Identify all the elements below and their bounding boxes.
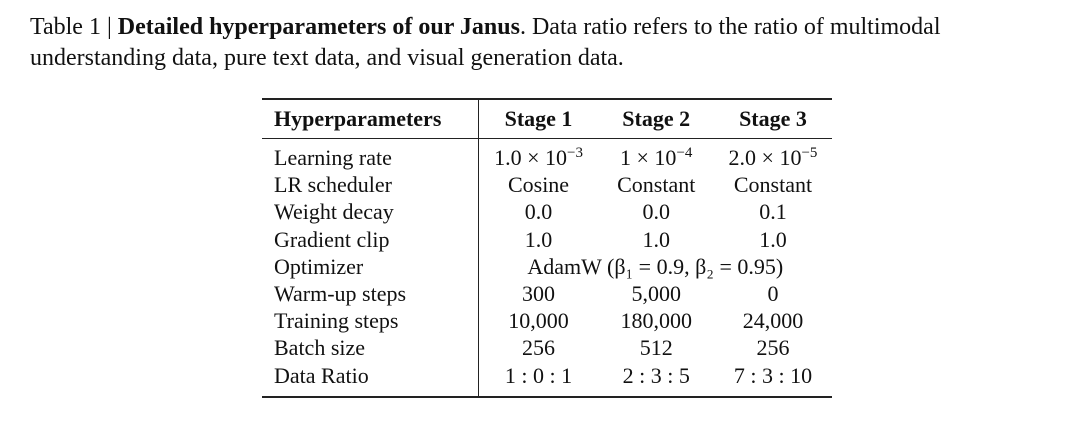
- table-row: Batch size 256 512 256: [262, 334, 832, 362]
- row-label: Weight decay: [262, 198, 479, 226]
- table-cell: 1 × 10−4: [620, 145, 693, 171]
- header-hyperparameters: Hyperparameters: [262, 98, 479, 139]
- table-cell: 7 : 3 : 10: [713, 361, 832, 398]
- table-row: Warm-up steps 300 5,000 0: [262, 279, 832, 308]
- header-stage-3: Stage 3: [713, 98, 832, 139]
- table-cell: 1.0 × 10−3: [494, 145, 583, 171]
- table-cell: 1.0: [759, 226, 787, 252]
- table-row: Training steps 10,000 180,000 24,000: [262, 307, 832, 335]
- table-cell: AdamW (β₁ = 0.9, β₂ = 0.95): [527, 253, 784, 279]
- row-label: LR scheduler: [262, 171, 479, 199]
- table-cell: 0: [767, 281, 779, 307]
- table-cell: 1.0: [524, 226, 553, 252]
- table-row: Learning rate 1.0 × 10−3 1 × 10−4 2.0 × …: [262, 138, 832, 172]
- table-row: Weight decay 0.0 0.0 0.1: [262, 198, 832, 226]
- table-row: Optimizer AdamW (β₁ = 0.9, β₂ = 0.95): [262, 252, 832, 280]
- table-cell: 2 : 3 : 5: [598, 361, 714, 398]
- table-cell: Cosine: [507, 172, 570, 198]
- table-caption: Table 1 | Detailed hyperparameters of ou…: [30, 12, 1070, 74]
- table-cell: 1.0: [642, 226, 670, 252]
- table-cell: 0.1: [759, 199, 787, 225]
- hyperparameters-table: Hyperparameters Stage 1 Stage 2 Stage 3 …: [262, 98, 832, 398]
- table-header-row: Hyperparameters Stage 1 Stage 2 Stage 3: [262, 98, 832, 139]
- row-label: Data Ratio: [262, 361, 479, 398]
- table-cell: 1 : 0 : 1: [478, 361, 599, 398]
- table-cell: Constant: [733, 172, 813, 198]
- table-cell: 300: [522, 281, 556, 307]
- row-label: Warm-up steps: [262, 279, 479, 308]
- table-cell: 0.0: [642, 199, 670, 225]
- table-row: Data Ratio 1 : 0 : 1 2 : 3 : 5 7 : 3 : 1…: [262, 361, 832, 398]
- table-cell: 256: [756, 335, 790, 361]
- row-label: Training steps: [262, 307, 479, 335]
- table-cell: 2.0 × 10−5: [728, 145, 818, 171]
- row-label: Batch size: [262, 334, 479, 362]
- table-cell: 180,000: [620, 308, 692, 334]
- table-cell: 24,000: [742, 308, 804, 334]
- table-cell: 5,000: [631, 281, 681, 307]
- table-cell: Constant: [617, 172, 696, 198]
- header-stage-2: Stage 2: [598, 98, 714, 139]
- row-label: Gradient clip: [262, 225, 479, 253]
- header-stage-1: Stage 1: [478, 98, 599, 139]
- table-row: LR scheduler Cosine Constant Constant: [262, 171, 832, 199]
- table-cell: 10,000: [508, 308, 569, 334]
- caption-text: . Data ratio refers to the ratio of mult…: [30, 14, 941, 71]
- caption-prefix: Table 1 |: [30, 14, 118, 40]
- table-cell: 256: [522, 335, 556, 361]
- row-label: Learning rate: [262, 138, 479, 172]
- table-cell: 0.0: [524, 199, 553, 225]
- caption-title: Detailed hyperparameters of our Janus: [117, 14, 520, 40]
- row-label: Optimizer: [262, 252, 479, 280]
- table-row: Gradient clip 1.0 1.0 1.0: [262, 225, 832, 253]
- table-cell: 512: [639, 335, 673, 361]
